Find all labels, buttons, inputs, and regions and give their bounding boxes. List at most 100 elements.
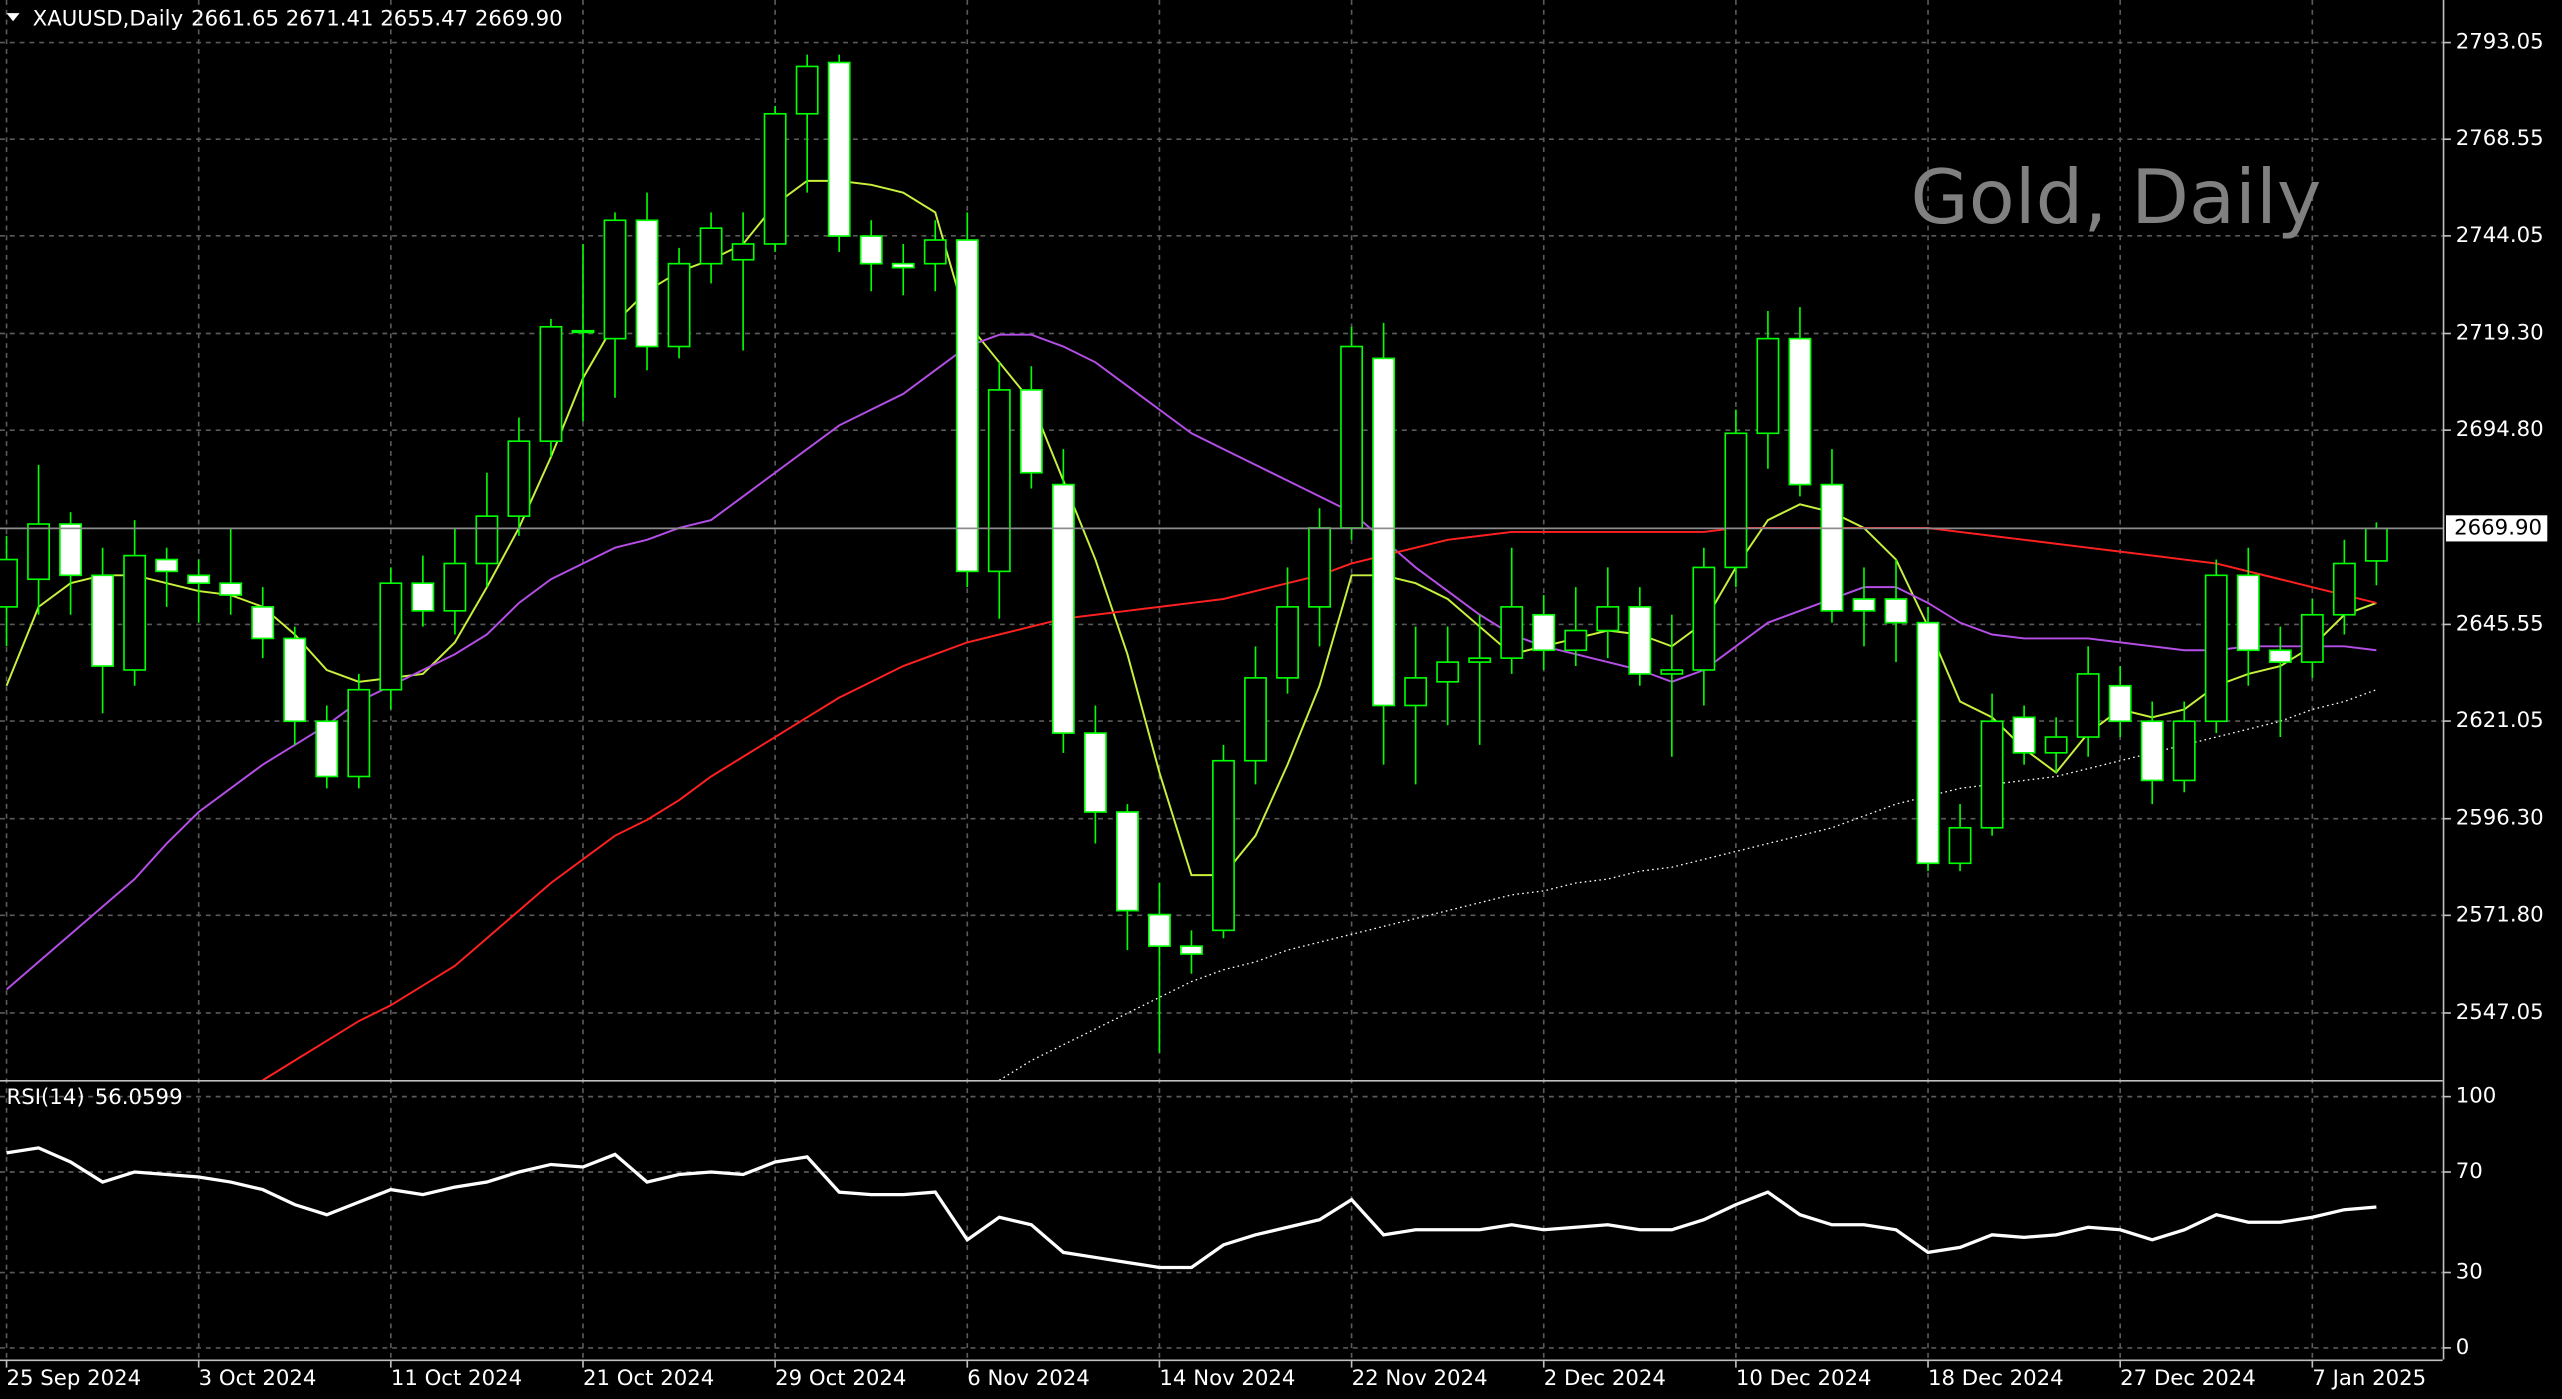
candle-body-up (2076, 673, 2100, 738)
candle-body-up (1756, 337, 1780, 435)
candle-body-up (987, 389, 1011, 573)
candle-body-up (1244, 677, 1267, 762)
candle-body-down (411, 582, 435, 612)
y-tick-label: 2596.30 (2456, 806, 2544, 831)
candle-body-up (2172, 720, 2196, 782)
rsi-label: RSI(14) (7, 1085, 85, 1110)
candle-body-down (1852, 598, 1876, 612)
candle-body-up (571, 329, 595, 334)
candle-body-up (2204, 574, 2228, 723)
candle-body-up (923, 239, 947, 265)
rsi-value: 56.0599 (95, 1085, 183, 1110)
candle-body-down (2140, 720, 2164, 782)
x-tick-label: 27 Dec 2024 (2120, 1366, 2256, 1391)
candle-body-up (1340, 345, 1364, 529)
candle-body-down (219, 582, 243, 596)
y-tick-label: 2719.30 (2456, 321, 2544, 346)
plot-layer (0, 54, 2443, 1270)
x-tick-label: 21 Oct 2024 (583, 1366, 714, 1391)
candle-body-down (2268, 649, 2292, 663)
candle-body-down (251, 606, 275, 640)
candle-body-down (2012, 716, 2036, 754)
candle-body-down (91, 574, 115, 667)
y-tick-label: 2547.05 (2456, 1000, 2544, 1025)
watermark: Gold, Daily (1911, 153, 2322, 241)
candle-body-up (1724, 432, 1748, 569)
candle-body-down (1019, 389, 1043, 474)
ohlc-header: 2661.65 2671.41 2655.47 2669.90 (191, 7, 563, 32)
candle-body-up (1500, 606, 1524, 659)
candle-body-down (1372, 357, 1396, 707)
candle-body-up (507, 440, 531, 517)
candle-body-down (955, 239, 979, 573)
candle-body-up (1212, 759, 1235, 932)
candle-body-down (1115, 811, 1139, 912)
candle-body-up (1308, 527, 1331, 608)
candle-body-up (347, 688, 371, 778)
y-tick-label: 2768.55 (2456, 126, 2544, 151)
candle-body-down (315, 720, 339, 778)
y-tick-label: 2571.80 (2456, 902, 2544, 927)
moving-average-line (998, 689, 2377, 1081)
candle-body-down (2108, 684, 2132, 723)
candle-body-down (283, 637, 307, 723)
candle-body-up (1692, 566, 1716, 671)
candle-body-up (123, 554, 147, 671)
y-tick-label: 2621.05 (2456, 708, 2544, 733)
header-arrow[interactable] (6, 13, 20, 22)
candle-body-up (667, 262, 691, 348)
candle-body-down (2236, 574, 2260, 652)
last-price-box (2445, 515, 2548, 542)
candle-body-down (59, 523, 83, 577)
candle-body-up (1564, 629, 1588, 652)
candle-body-up (1436, 661, 1460, 683)
candle-body-up (699, 227, 723, 265)
candle-body-up (731, 243, 755, 261)
candle-body-down (827, 61, 851, 237)
x-tick-label: 3 Oct 2024 (199, 1366, 317, 1391)
candle-body-up (1980, 720, 2004, 829)
last-price-label: 2669.90 (2454, 515, 2542, 540)
symbol-label: XAUUSD,Daily (33, 7, 183, 32)
x-tick-label: 22 Nov 2024 (1352, 1366, 1488, 1391)
candle-body-up (0, 558, 18, 608)
x-tick-label: 10 Dec 2024 (1736, 1366, 1872, 1391)
candle-body-down (155, 558, 179, 573)
x-tick-label: 29 Oct 2024 (775, 1366, 906, 1391)
candle-body-up (1596, 606, 1620, 632)
candle-body-down (1180, 945, 1203, 955)
candle-body-down (1147, 913, 1171, 947)
candle-body-down (1051, 483, 1075, 734)
candle-body-up (1404, 677, 1428, 707)
y-tick-label: 2793.05 (2456, 30, 2544, 55)
candle-body-up (2300, 613, 2324, 663)
candle-body-up (1948, 826, 1972, 865)
x-tick-label: 11 Oct 2024 (391, 1366, 522, 1391)
x-tick-label: 18 Dec 2024 (1928, 1366, 2064, 1391)
candle-body-down (1820, 483, 1844, 612)
candle-body-down (859, 235, 883, 265)
y-tick-label: 70 (2456, 1159, 2483, 1184)
candle-body-down (1628, 606, 1652, 675)
candle-body-up (603, 219, 627, 340)
y-tick-label: 2694.80 (2456, 417, 2544, 442)
candle-body-up (1276, 606, 1299, 679)
candle-body-up (443, 562, 467, 612)
candle-body-down (187, 574, 211, 585)
x-tick-label: 7 Jan 2025 (2312, 1366, 2426, 1391)
candle-body-up (795, 65, 819, 115)
y-tick-label: 2645.55 (2456, 611, 2544, 636)
y-tick-label: 2744.05 (2456, 223, 2544, 248)
y-tick-label: 100 (2456, 1084, 2497, 1109)
candle-body-down (635, 219, 659, 348)
candle-body-up (539, 325, 563, 443)
candle-body-down (1083, 732, 1107, 813)
x-tick-label: 2 Dec 2024 (1544, 1366, 1666, 1391)
candle-body-down (891, 262, 915, 269)
candle-body-down (1532, 613, 1556, 652)
y-tick-label: 0 (2456, 1335, 2470, 1360)
y-tick-label: 30 (2456, 1260, 2483, 1285)
rsi-line (6, 1146, 2377, 1270)
